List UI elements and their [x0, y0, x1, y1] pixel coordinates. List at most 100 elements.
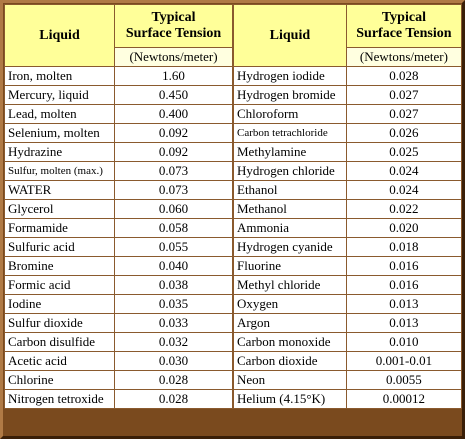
units-row: (Newtons/meter) — [234, 47, 463, 67]
liquid-name-cell: Ethanol — [233, 180, 347, 200]
table-row: Nitrogen tetroxide 0.028 — [4, 389, 233, 409]
liquid-name-cell: Methylamine — [233, 142, 347, 162]
header-row: Liquid Typical Surface Tension — [233, 4, 463, 67]
table-row: Sulfuric acid 0.055 — [4, 237, 233, 257]
table-row: Hydrogen chloride 0.024 — [233, 161, 463, 181]
liquid-name-cell: Acetic acid — [4, 351, 115, 371]
liquid-name-cell: Formamide — [4, 218, 115, 238]
table-row: Neon 0.0055 — [233, 370, 463, 390]
liquid-name-cell: Glycerol — [4, 199, 115, 219]
liquid-name-cell: Helium (4.15°K) — [233, 389, 347, 409]
surface-tension-value-cell: 0.055 — [114, 237, 233, 257]
surface-tension-value-cell: 0.00012 — [345, 389, 463, 409]
surface-tension-value-cell: 0.028 — [345, 66, 463, 86]
liquid-name-cell: Carbon monoxide — [233, 332, 347, 352]
liquid-name-cell: Iodine — [4, 294, 115, 314]
liquid-column-header: Liquid — [233, 4, 347, 67]
table-row: Methanol 0.022 — [233, 199, 463, 219]
liquid-name-cell: Formic acid — [4, 275, 115, 295]
surface-tension-value-cell: 0.027 — [345, 104, 463, 124]
surface-tension-value-cell: 0.024 — [345, 180, 463, 200]
surface-tension-value-cell: 0.400 — [114, 104, 233, 124]
table-row: Bromine 0.040 — [4, 256, 233, 276]
table-row: Methylamine 0.025 — [233, 142, 463, 162]
table-row: Carbon dioxide 0.001-0.01 — [233, 351, 463, 371]
surface-tension-value-cell: 0.060 — [114, 199, 233, 219]
surface-tension-value-cell: 0.010 — [345, 332, 463, 352]
surface-tension-value-cell: 0.073 — [114, 180, 233, 200]
surface-tension-value-cell: 0.038 — [114, 275, 233, 295]
surface-tension-value-cell: 0.016 — [345, 256, 463, 276]
surface-tension-table-left: Liquid Typical Surface Tension (Newtons/… — [4, 4, 233, 409]
surface-tension-value-cell: 0.024 — [345, 161, 463, 181]
liquid-name-cell: WATER — [4, 180, 115, 200]
liquid-name-cell: Mercury, liquid — [4, 85, 115, 105]
surface-tension-value-cell: 0.018 — [345, 237, 463, 257]
table-row: Carbon monoxide 0.010 — [233, 332, 463, 352]
liquid-name-cell: Carbon dioxide — [233, 351, 347, 371]
liquid-name-cell: Hydrogen iodide — [233, 66, 347, 86]
surface-tension-value-cell: 0.092 — [114, 123, 233, 143]
liquid-name-cell: Lead, molten — [4, 104, 115, 124]
header-row: Liquid Typical Surface Tension — [4, 4, 233, 67]
table-row: Glycerol 0.060 — [4, 199, 233, 219]
surface-tension-value-cell: 1.60 — [114, 66, 233, 86]
liquid-name-cell: Selenium, molten — [4, 123, 115, 143]
surface-tension-value-cell: 0.013 — [345, 313, 463, 333]
surface-tension-value-cell: 0.092 — [114, 142, 233, 162]
table-row: Formamide 0.058 — [4, 218, 233, 238]
liquid-name-cell: Hydrogen chloride — [233, 161, 347, 181]
tension-column-header: Typical Surface Tension — [345, 4, 463, 48]
surface-tension-value-cell: 0.0055 — [345, 370, 463, 390]
units-row: (Newtons/meter) — [5, 47, 233, 67]
liquid-name-cell: Methanol — [233, 199, 347, 219]
liquid-name-cell: Nitrogen tetroxide — [4, 389, 115, 409]
table-row: Helium (4.15°K) 0.00012 — [233, 389, 463, 409]
liquid-name-cell: Chloroform — [233, 104, 347, 124]
table-row: Methyl chloride 0.016 — [233, 275, 463, 295]
liquid-name-cell: Fluorine — [233, 256, 347, 276]
table-row: Ethanol 0.024 — [233, 180, 463, 200]
table-row: Hydrogen cyanide 0.018 — [233, 237, 463, 257]
table-row: WATER 0.073 — [4, 180, 233, 200]
surface-tension-table-right: Liquid Typical Surface Tension (Newtons/… — [233, 4, 463, 409]
liquid-name-cell: Chlorine — [4, 370, 115, 390]
liquid-name-cell: Oxygen — [233, 294, 347, 314]
surface-tension-value-cell: 0.020 — [345, 218, 463, 238]
surface-tension-value-cell: 0.016 — [345, 275, 463, 295]
table-row: Chloroform 0.027 — [233, 104, 463, 124]
table-row: Oxygen 0.013 — [233, 294, 463, 314]
liquid-name-cell: Sulfuric acid — [4, 237, 115, 257]
liquid-name-cell: Sulfur dioxide — [4, 313, 115, 333]
surface-tension-value-cell: 0.073 — [114, 161, 233, 181]
table-row: Iodine 0.035 — [4, 294, 233, 314]
surface-tension-value-cell: 0.022 — [345, 199, 463, 219]
table-row: Carbon tetrachloride 0.026 — [233, 123, 463, 143]
surface-tension-value-cell: 0.028 — [114, 389, 233, 409]
liquid-column-header: Liquid — [4, 4, 115, 67]
table-row: Acetic acid 0.030 — [4, 351, 233, 371]
liquid-name-cell: Bromine — [4, 256, 115, 276]
table-row: Chlorine 0.028 — [4, 370, 233, 390]
surface-tension-value-cell: 0.028 — [114, 370, 233, 390]
liquid-name-cell: Carbon tetrachloride — [233, 123, 347, 143]
liquid-name-cell: Methyl chloride — [233, 275, 347, 295]
surface-tension-value-cell: 0.035 — [114, 294, 233, 314]
table-row: Hydrazine 0.092 — [4, 142, 233, 162]
liquid-name-cell: Sulfur, molten (max.) — [4, 161, 115, 181]
table-row: Formic acid 0.038 — [4, 275, 233, 295]
table-row: Hydrogen iodide 0.028 — [233, 66, 463, 86]
table-row: Iron, molten 1.60 — [4, 66, 233, 86]
table-row: Carbon disulfide 0.032 — [4, 332, 233, 352]
table-row: Lead, molten 0.400 — [4, 104, 233, 124]
table-row: Ammonia 0.020 — [233, 218, 463, 238]
table-row: Argon 0.013 — [233, 313, 463, 333]
liquid-name-cell: Ammonia — [233, 218, 347, 238]
table-row: Fluorine 0.016 — [233, 256, 463, 276]
units-label: (Newtons/meter) — [345, 47, 463, 67]
surface-tension-value-cell: 0.450 — [114, 85, 233, 105]
liquid-name-cell: Iron, molten — [4, 66, 115, 86]
surface-tension-value-cell: 0.030 — [114, 351, 233, 371]
surface-tension-value-cell: 0.040 — [114, 256, 233, 276]
